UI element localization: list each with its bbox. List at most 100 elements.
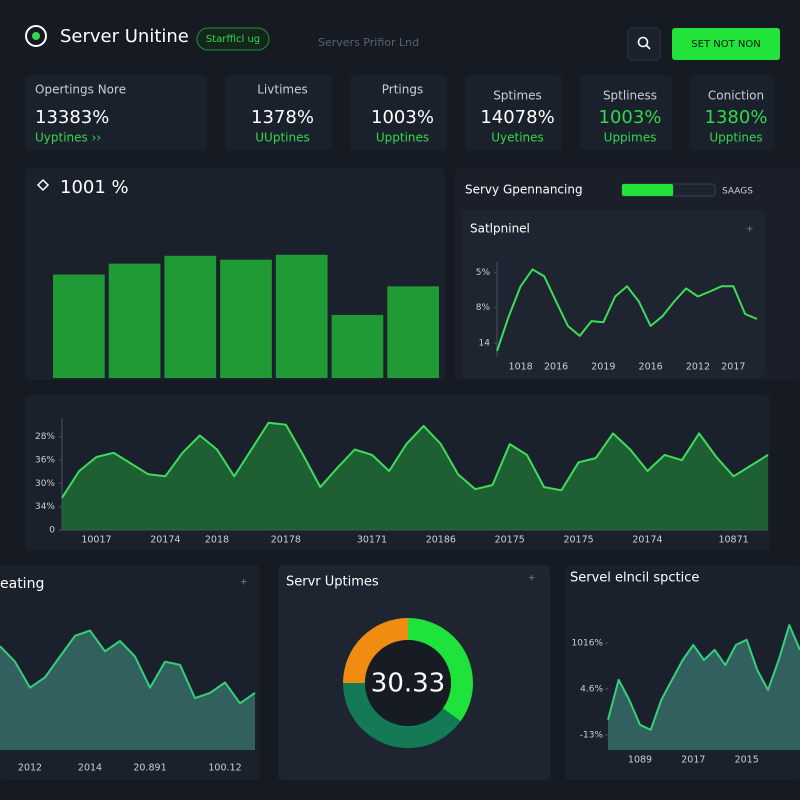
panel-menu: +	[240, 578, 248, 588]
stat-label: Livtimes	[257, 83, 307, 97]
line	[61, 421, 769, 499]
panel-icon	[36, 178, 50, 192]
bar	[53, 274, 105, 378]
bar	[108, 263, 161, 378]
x-tick-label: 2017	[681, 755, 705, 766]
y-tick-label: -13%	[580, 730, 604, 740]
x-tick-label: 2014	[78, 763, 102, 774]
logo	[25, 25, 47, 47]
line	[0, 629, 256, 705]
chart-title: 1001 %	[60, 177, 129, 198]
y-tick-label: 8%	[476, 303, 491, 313]
donut-segment	[343, 683, 461, 748]
bar	[331, 314, 384, 378]
stat-label: Sptliness	[603, 89, 657, 103]
stat-value: 14078%	[480, 107, 554, 128]
search-icon-handle	[645, 44, 651, 50]
y-tick-label: 28%	[35, 432, 55, 442]
panel-menu: +	[528, 574, 536, 584]
donut-segment	[408, 618, 474, 722]
stat-card	[350, 75, 447, 150]
x-tick-label: 2012	[18, 763, 42, 774]
chart-title: Satlpninel	[470, 222, 530, 236]
stat-value: 1003%	[371, 107, 434, 128]
y-tick-label: 34%	[35, 502, 55, 512]
logo-dot	[32, 32, 40, 40]
stat-label: Prtings	[382, 83, 423, 97]
line	[607, 624, 800, 731]
side-panel-title: Servy Gpennancing	[465, 183, 583, 197]
x-tick-label: 1089	[628, 755, 652, 766]
stat-card	[225, 75, 332, 150]
stat-value: 1378%	[251, 107, 314, 128]
x-tick-label: 10871	[718, 535, 748, 546]
chart-title: eating	[0, 576, 44, 592]
area	[62, 422, 768, 530]
y-tick-label: 14	[479, 338, 491, 348]
stat-card	[580, 75, 672, 150]
y-tick-label: 0	[49, 526, 55, 536]
x-tick-label: 2017	[721, 362, 745, 373]
bar	[220, 259, 272, 378]
x-tick-label: 2016	[544, 362, 568, 373]
chart-title: Servr Uptimes	[286, 575, 379, 590]
stat-sub: Uyptines ››	[35, 131, 101, 145]
line	[496, 268, 758, 352]
x-tick-label: 2015	[735, 755, 759, 766]
progress-fill	[622, 184, 674, 196]
panel-menu: +	[746, 225, 754, 235]
x-tick-label: 20175	[495, 535, 525, 546]
stat-value: 1003%	[599, 107, 662, 128]
x-tick-label: 2016	[639, 362, 663, 373]
stat-card	[25, 75, 207, 150]
bar	[387, 286, 439, 378]
bar	[275, 254, 328, 378]
stat-value: 13383%	[35, 107, 109, 128]
x-tick-label: 20178	[271, 535, 301, 546]
search-button[interactable]	[627, 27, 661, 61]
progress-label: SAAGS	[722, 187, 753, 197]
x-tick-label: 2018	[205, 535, 229, 546]
action-button[interactable]	[672, 28, 780, 60]
x-tick-label: 1018	[509, 362, 533, 373]
x-tick-label: 2019	[591, 362, 615, 373]
search-placeholder[interactable]: Servers Prifior Lnd	[318, 36, 419, 49]
badge[interactable]	[196, 27, 270, 51]
y-tick-label: 4.6%	[580, 684, 603, 694]
chart-title: Servel elncil spctice	[570, 571, 699, 586]
x-tick-label: 20175	[563, 535, 593, 546]
stat-sub: UUptines	[255, 131, 309, 145]
stat-label: Sptimes	[493, 89, 542, 103]
app-title: Server Unitine	[60, 26, 189, 47]
action-button-text: SET NOT NON	[691, 39, 760, 50]
area	[0, 630, 255, 750]
stat-value: 1380%	[705, 107, 768, 128]
x-tick-label: 20.891	[133, 763, 166, 774]
line-panel	[462, 210, 765, 378]
x-tick-label: 10017	[81, 535, 111, 546]
donut-hole	[365, 640, 451, 726]
donut-center-label: 30.33	[371, 669, 445, 699]
search-icon	[637, 36, 649, 48]
donut-segment	[343, 618, 408, 683]
x-tick-label: 2012	[686, 362, 710, 373]
x-tick-label: 20174	[632, 535, 662, 546]
x-tick-label: 30171	[357, 535, 387, 546]
stat-sub: Upptines	[709, 131, 762, 145]
stat-card	[465, 75, 562, 150]
badge-text: Starfficl ug	[206, 34, 260, 45]
stat-sub: Uppimes	[604, 131, 657, 145]
bar	[164, 255, 217, 378]
stat-sub: Upptines	[376, 131, 429, 145]
x-tick-label: 100.12	[208, 763, 241, 774]
x-tick-label: 20186	[426, 535, 456, 546]
y-tick-label: 5%	[476, 268, 491, 278]
y-tick-label: 30%	[35, 479, 55, 489]
stat-label: Opertings Nore	[35, 83, 126, 97]
stat-label: Coniction	[708, 89, 764, 103]
y-tick-label: 1016%	[572, 639, 604, 649]
x-tick-label: 20174	[150, 535, 180, 546]
stat-sub: Uyetines	[491, 131, 544, 145]
stat-card	[690, 75, 774, 150]
